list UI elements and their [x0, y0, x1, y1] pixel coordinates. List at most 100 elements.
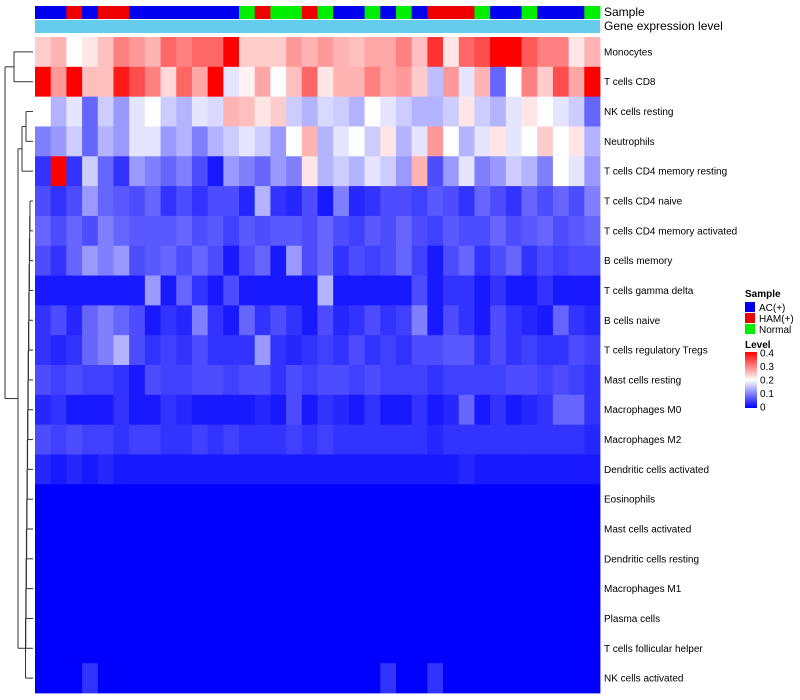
heatmap-cell — [270, 215, 287, 247]
heatmap-cell — [254, 156, 271, 187]
heatmap-cell — [348, 543, 365, 575]
heatmap-cell — [474, 96, 491, 127]
heatmap-cell — [317, 394, 334, 426]
heatmap-cell — [144, 454, 161, 485]
heatmap-cell — [50, 514, 67, 545]
heatmap-cell — [301, 514, 318, 545]
heatmap-cell — [50, 156, 67, 187]
heatmap-cell — [144, 37, 161, 68]
heatmap-cell — [380, 573, 397, 604]
legend-level-tick: 0.4 — [760, 349, 774, 360]
heatmap-cell — [176, 335, 193, 366]
heatmap-cell — [521, 543, 538, 575]
heatmap-cell — [364, 96, 381, 127]
heatmap-cell — [521, 603, 538, 634]
heatmap-cell — [458, 66, 475, 98]
heatmap-cell — [521, 514, 538, 545]
heatmap-cell — [97, 454, 114, 485]
heatmap-cell — [364, 454, 381, 485]
heatmap-cell — [50, 573, 67, 604]
heatmap-cell — [176, 514, 193, 545]
annotation-label-gene-expression: Gene expression level — [604, 19, 723, 33]
heatmap-cell — [160, 603, 177, 634]
heatmap-cell — [584, 663, 601, 694]
heatmap-cell — [521, 37, 538, 68]
sample-annotation-cell — [364, 6, 381, 19]
sample-annotation-cell — [97, 6, 114, 19]
heatmap-cell — [537, 305, 554, 336]
heatmap-cell — [35, 633, 52, 664]
heatmap-cell — [521, 454, 538, 485]
heatmap-cell — [521, 335, 538, 366]
heatmap-cell — [301, 365, 318, 396]
legend-sample-title: Sample — [745, 289, 781, 300]
heatmap-cell — [66, 663, 83, 694]
heatmap-cell — [427, 126, 444, 157]
heatmap-cell — [129, 394, 146, 426]
heatmap-cell — [364, 215, 381, 247]
heatmap-cells — [35, 37, 601, 694]
heatmap-cell — [50, 245, 67, 276]
heatmap-cell — [395, 96, 413, 127]
sample-annotation-cell — [286, 6, 303, 19]
heatmap-cell — [348, 66, 365, 98]
heatmap-cell — [333, 663, 350, 694]
heatmap-cell — [223, 275, 240, 306]
sample-annotation-cell — [239, 6, 256, 19]
heatmap-cell — [286, 663, 303, 694]
heatmap-cell — [35, 663, 52, 694]
heatmap-cell — [50, 394, 67, 426]
heatmap-cell — [270, 96, 287, 127]
heatmap-cell — [160, 126, 177, 157]
heatmap-cell — [521, 96, 538, 127]
heatmap-cell — [427, 66, 444, 98]
heatmap-cell — [568, 245, 585, 276]
heatmap-cell — [50, 66, 67, 98]
heatmap-cell — [129, 484, 146, 515]
heatmap-cell — [474, 156, 491, 187]
heatmap-cell — [66, 365, 83, 396]
heatmap-cell — [113, 305, 130, 336]
heatmap-cell — [191, 215, 209, 247]
heatmap-cell — [427, 484, 444, 515]
heatmap-cell — [144, 245, 161, 276]
heatmap-cell — [286, 66, 303, 98]
heatmap-cell — [411, 573, 428, 604]
heatmap-cell — [82, 215, 99, 247]
heatmap-cell — [490, 335, 507, 366]
heatmap-cell — [458, 514, 475, 545]
heatmap-cell — [113, 603, 130, 634]
heatmap-cell — [584, 365, 601, 396]
heatmap-cell — [458, 37, 475, 68]
heatmap-cell — [191, 394, 209, 426]
heatmap-cell — [348, 514, 365, 545]
legend-level-tick: 0.3 — [760, 362, 774, 373]
heatmap-cell — [568, 424, 585, 455]
heatmap-cell — [333, 633, 350, 664]
heatmap-cell — [427, 215, 444, 247]
heatmap-cell — [395, 543, 413, 575]
heatmap-cell — [144, 514, 161, 545]
row-label: T cells gamma delta — [604, 286, 694, 297]
heatmap-cell — [254, 663, 271, 694]
heatmap-cell — [254, 514, 271, 545]
column-annotations — [35, 6, 601, 33]
heatmap-cell — [458, 543, 475, 575]
heatmap-cell — [191, 66, 209, 98]
heatmap-cell — [97, 126, 114, 157]
legend-swatch — [745, 324, 755, 334]
heatmap-cell — [537, 484, 554, 515]
heatmap-cell — [144, 186, 161, 217]
heatmap-cell — [537, 454, 554, 485]
heatmap-cell — [207, 275, 224, 306]
heatmap-cell — [317, 663, 334, 694]
heatmap-cell — [552, 603, 570, 634]
heatmap-cell — [35, 454, 52, 485]
heatmap-cell — [50, 484, 67, 515]
heatmap-cell — [395, 305, 413, 336]
legend-entry-label: Normal — [759, 325, 791, 336]
heatmap-cell — [239, 156, 256, 187]
heatmap-cell — [443, 215, 460, 247]
heatmap-cell — [584, 543, 601, 575]
